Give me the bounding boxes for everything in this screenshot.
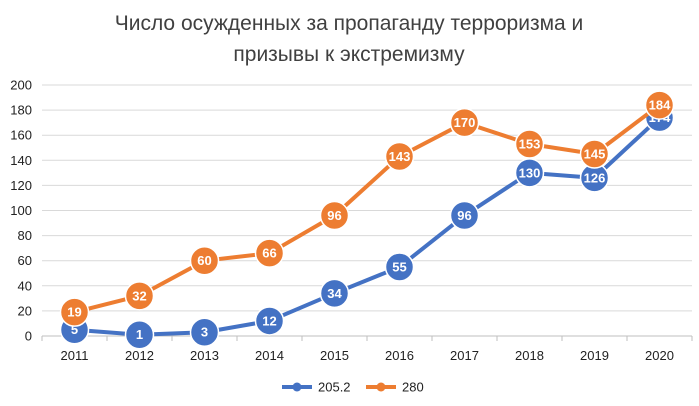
data-label: 143 bbox=[389, 149, 411, 164]
x-tick-label: 2011 bbox=[61, 348, 89, 363]
series-1: 19 32 60 66 96 143 170 153 145 184 bbox=[59, 90, 675, 327]
data-label: 55 bbox=[392, 259, 406, 274]
data-point bbox=[449, 200, 480, 231]
data-label: 170 bbox=[454, 115, 476, 130]
y-tick-label: 200 bbox=[10, 78, 32, 93]
data-point bbox=[384, 141, 415, 172]
data-label: 34 bbox=[327, 286, 342, 301]
data-point bbox=[644, 90, 675, 120]
y-tick-label: 60 bbox=[18, 253, 32, 268]
data-point bbox=[319, 200, 350, 231]
x-tick-label: 2014 bbox=[255, 348, 284, 363]
data-point bbox=[514, 158, 545, 188]
y-tick-label: 20 bbox=[18, 303, 32, 318]
legend-label: 205.2 bbox=[318, 380, 351, 395]
data-point bbox=[319, 278, 350, 309]
data-label: 96 bbox=[327, 208, 341, 223]
data-point bbox=[579, 139, 610, 169]
data-label: 145 bbox=[584, 147, 606, 162]
data-point bbox=[384, 252, 415, 282]
y-tick-label: 0 bbox=[25, 329, 32, 344]
x-tick-label: 2020 bbox=[645, 348, 674, 363]
x-tick-label: 2015 bbox=[320, 348, 349, 363]
data-label: 66 bbox=[262, 246, 276, 261]
data-label: 184 bbox=[649, 98, 671, 113]
y-tick-label: 140 bbox=[10, 153, 32, 168]
x-tick-label: 2018 bbox=[515, 348, 544, 363]
data-label: 96 bbox=[457, 208, 471, 223]
legend-marker bbox=[376, 382, 386, 392]
x-tick-label: 2012 bbox=[125, 348, 154, 363]
plot-area: 5131234559613012617419326066961431701531… bbox=[59, 90, 675, 350]
data-point bbox=[124, 319, 155, 350]
legend-marker bbox=[292, 382, 302, 392]
data-label: 5 bbox=[71, 322, 78, 337]
chart-title: Число осужденных за пропаганду терроризм… bbox=[115, 12, 584, 66]
data-label: 32 bbox=[132, 288, 146, 303]
data-point bbox=[59, 297, 90, 327]
y-tick-label: 120 bbox=[10, 178, 32, 193]
chart-title-line-1: Число осужденных за пропаганду терроризм… bbox=[115, 12, 584, 35]
data-label: 60 bbox=[197, 253, 211, 268]
data-label: 130 bbox=[519, 165, 541, 180]
data-point bbox=[514, 129, 545, 159]
y-tick-label: 100 bbox=[10, 203, 32, 218]
y-tick-label: 160 bbox=[10, 128, 32, 143]
x-tick-label: 2016 bbox=[385, 348, 414, 363]
x-axis: 2011 2012 2013 2014 2015 2016 2017 2018 2019 2020 bbox=[41, 336, 693, 363]
data-point bbox=[189, 317, 220, 347]
data-point bbox=[254, 306, 285, 336]
legend-label: 280 bbox=[402, 380, 424, 395]
y-axis: 0 20 40 60 80 100 120 140 160 180 200 bbox=[10, 78, 32, 344]
x-tick-label: 2019 bbox=[580, 348, 609, 363]
data-point bbox=[189, 245, 220, 276]
y-tick-label: 180 bbox=[10, 103, 32, 118]
series-line bbox=[72, 115, 662, 337]
data-label: 12 bbox=[262, 313, 276, 328]
data-point bbox=[124, 281, 155, 311]
data-point bbox=[449, 107, 480, 138]
series-line bbox=[72, 103, 662, 315]
y-tick-label: 40 bbox=[18, 278, 32, 293]
x-tick-label: 2013 bbox=[190, 348, 219, 363]
y-tick-label: 80 bbox=[18, 228, 32, 243]
legend: 205.2 280 bbox=[282, 380, 424, 395]
series-0: 51312345596130126174 bbox=[59, 102, 675, 350]
data-point bbox=[254, 238, 285, 268]
data-label: 3 bbox=[201, 325, 208, 340]
x-tick-label: 2017 bbox=[450, 348, 479, 363]
legend-item: 205.2 bbox=[282, 380, 351, 395]
data-label: 19 bbox=[67, 305, 81, 320]
data-label: 1 bbox=[136, 327, 143, 342]
data-label: 126 bbox=[584, 170, 606, 185]
data-label: 153 bbox=[519, 136, 541, 151]
gridlines bbox=[42, 84, 692, 337]
chart-title-line-2: призывы к экстремизму bbox=[233, 43, 465, 66]
legend-item: 280 bbox=[366, 380, 424, 395]
